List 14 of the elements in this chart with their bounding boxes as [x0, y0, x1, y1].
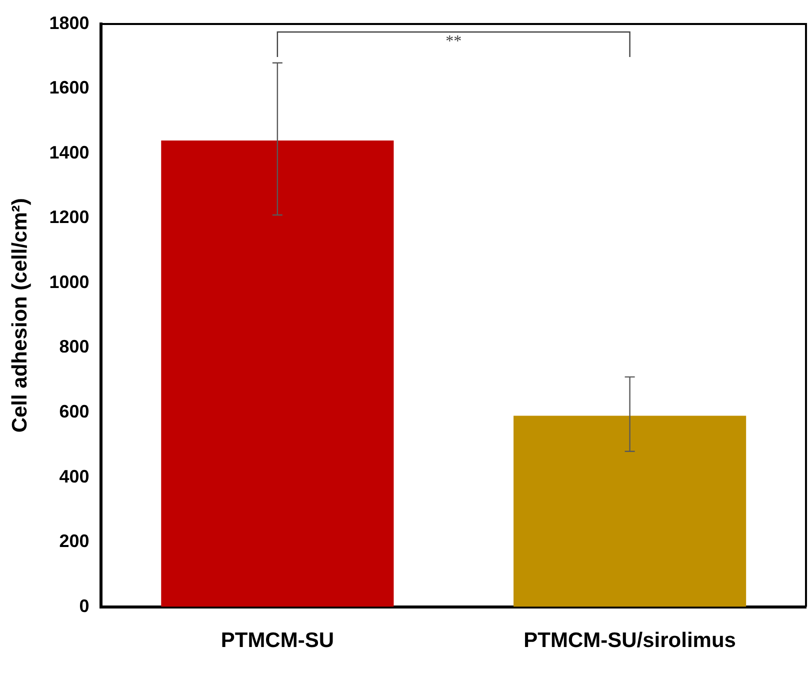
annotation: **	[446, 33, 462, 50]
y-tick-label: 200	[59, 531, 90, 552]
y-tick-label: 600	[59, 402, 90, 422]
y-tick-label: 1600	[49, 78, 90, 98]
y-tick-label: 1000	[49, 272, 90, 292]
y-tick-label: 800	[59, 336, 90, 357]
x-tick-label: PTMCM-SU/sirolimus	[524, 629, 736, 652]
y-axis-title: Cell adhesion (cell/cm²)	[8, 198, 32, 433]
y-tick-label: 1800	[49, 12, 90, 33]
x-tick-label: PTMCM-SU	[220, 629, 334, 652]
y-tick-label: 1400	[49, 142, 90, 162]
y-tick-label: 0	[79, 596, 90, 616]
y-tick-label: 400	[59, 466, 90, 486]
y-tick-label: 1200	[49, 207, 90, 228]
